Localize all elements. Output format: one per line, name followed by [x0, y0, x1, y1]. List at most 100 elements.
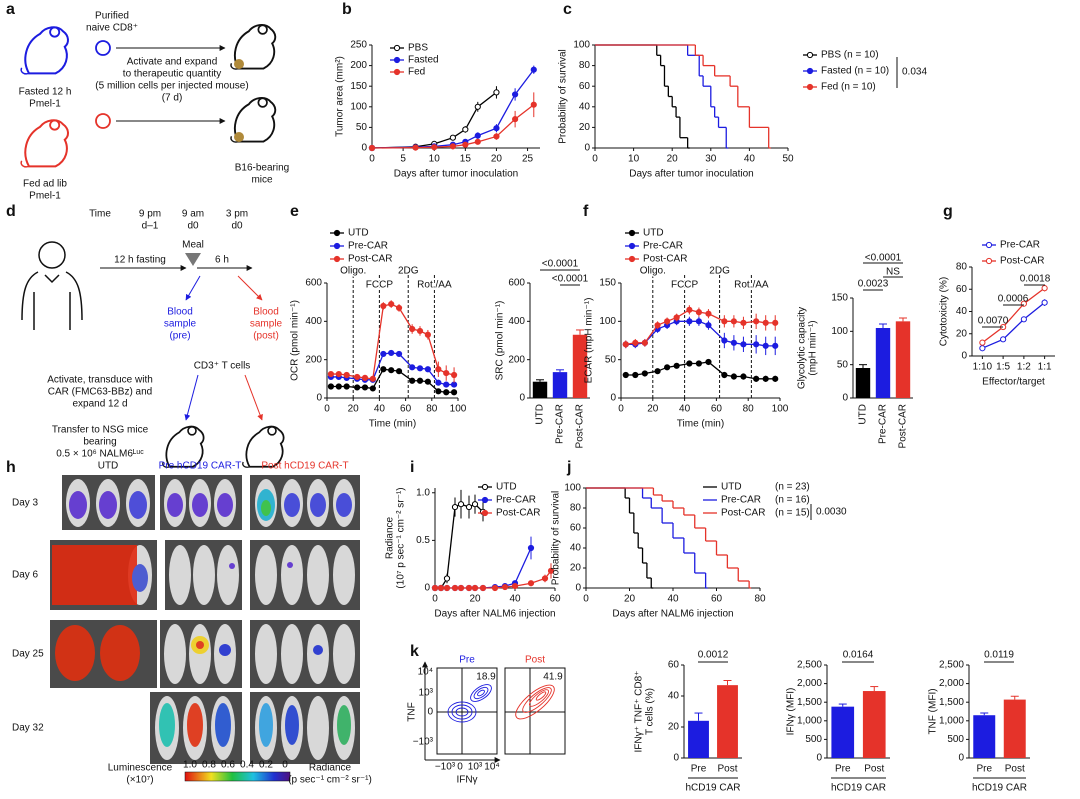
marker — [753, 318, 760, 325]
p-value: 0.0018 — [1020, 274, 1051, 285]
marker — [361, 384, 369, 391]
label: (5 million cells per injected mouse) — [95, 81, 248, 92]
legend-marker — [333, 229, 341, 237]
injection-label: 2DG — [398, 266, 419, 277]
label: Day 32 — [12, 723, 44, 734]
marker — [474, 103, 481, 110]
marker — [368, 144, 376, 152]
marker — [740, 341, 747, 348]
label: (×10⁷) — [126, 775, 153, 786]
legend-label: UTD — [348, 228, 369, 239]
x-axis-label: Days after tumor inoculation — [394, 169, 519, 180]
contours — [515, 684, 555, 720]
marker — [471, 501, 479, 508]
x-tick-label: Pre-CAR — [555, 404, 566, 444]
marker — [327, 383, 335, 390]
y-tick-label: 20 — [579, 122, 591, 133]
legend-label: UTD — [643, 228, 664, 239]
x-tick-label: UTD — [535, 404, 546, 425]
legend-label: Post-CAR — [721, 508, 765, 519]
label: mice — [251, 175, 273, 186]
p-value: 0.034 — [902, 67, 927, 78]
marker — [343, 383, 350, 390]
marker — [740, 373, 747, 380]
injection-label: Oligo. — [340, 266, 366, 277]
y-tick-label: 0 — [816, 753, 822, 764]
marker — [721, 337, 728, 344]
label: Post hCD19 CAR-T — [261, 461, 348, 472]
x-tick-label: 40 — [679, 404, 691, 415]
bar — [572, 334, 588, 398]
marker — [354, 384, 361, 391]
label: 0.8 — [202, 760, 216, 771]
label: Post — [525, 655, 545, 666]
x-axis-label: Effector/target — [982, 377, 1045, 388]
marker — [695, 360, 703, 367]
x-tick-label: Pre — [835, 764, 851, 775]
x-tick-label: 60 — [711, 594, 723, 605]
y-tick-label: 100 — [573, 40, 590, 51]
x-tick-label: Post — [717, 764, 737, 775]
arrow — [184, 374, 199, 421]
marker — [622, 341, 629, 348]
label: 0 — [282, 760, 288, 771]
y-axis-label: Tumor area (mm²) — [335, 56, 346, 137]
y-tick-label: 40 — [570, 543, 582, 554]
marker — [1041, 285, 1048, 292]
label: 41.9 — [543, 672, 563, 683]
legend-marker — [393, 68, 401, 76]
marker — [369, 385, 376, 392]
label: Transfer to NSG mice — [52, 425, 149, 436]
marker — [443, 389, 450, 396]
marker — [431, 584, 439, 592]
p-value: <0.0001 — [865, 253, 902, 264]
y-tick-label: 1,500 — [939, 697, 964, 708]
marker — [673, 362, 680, 369]
x-tick-label: 20 — [491, 154, 503, 165]
x-axis-label: Days after NALM6 injection — [434, 609, 555, 620]
x-tick-label: 80 — [743, 404, 755, 415]
p-value: 0.0164 — [843, 650, 874, 661]
x-tick-label: 15 — [460, 154, 472, 165]
meal-marker — [185, 253, 201, 266]
marker — [493, 125, 500, 132]
y-tick-label: 1,000 — [797, 715, 822, 726]
marker — [380, 366, 387, 373]
label: Time — [89, 209, 111, 220]
injection-label: FCCP — [366, 280, 394, 291]
injection-label: Oligo. — [640, 266, 666, 277]
marker — [664, 364, 671, 371]
label: IFNγ — [456, 775, 477, 786]
p-value: <0.0001 — [552, 274, 589, 285]
legend-label: UTD — [721, 482, 742, 493]
marker — [641, 339, 648, 346]
x-tick-label: 20 — [348, 404, 360, 415]
p-value: 0.0030 — [816, 507, 847, 518]
y-tick-label: 80 — [956, 262, 968, 273]
legend-note: (n = 23) — [775, 482, 810, 493]
label: 10³ — [419, 688, 434, 699]
x-axis-label: Days after NALM6 injection — [612, 609, 733, 620]
marker — [527, 544, 535, 552]
marker — [395, 368, 403, 375]
x-tick-label: Pre-CAR — [878, 404, 889, 444]
marker — [327, 370, 335, 378]
human-icon — [21, 241, 83, 330]
flow-box — [436, 667, 498, 755]
legend-marker — [628, 242, 636, 250]
y-tick-label: 2,500 — [939, 660, 964, 671]
y-axis-label: ECAR (mpH min⁻¹) — [584, 298, 595, 384]
y-tick-label: 100 — [831, 326, 848, 337]
marker — [443, 575, 451, 582]
label: (pre) — [169, 331, 190, 342]
p-value: 0.0006 — [998, 294, 1029, 305]
y-tick-label: 150 — [599, 278, 616, 289]
label: Day 25 — [12, 649, 44, 660]
legend-marker — [806, 51, 814, 59]
marker — [740, 319, 747, 326]
marker — [416, 365, 424, 372]
marker — [388, 300, 395, 308]
legend-marker — [333, 242, 341, 250]
label: d0 — [231, 221, 243, 232]
marker — [380, 350, 387, 358]
